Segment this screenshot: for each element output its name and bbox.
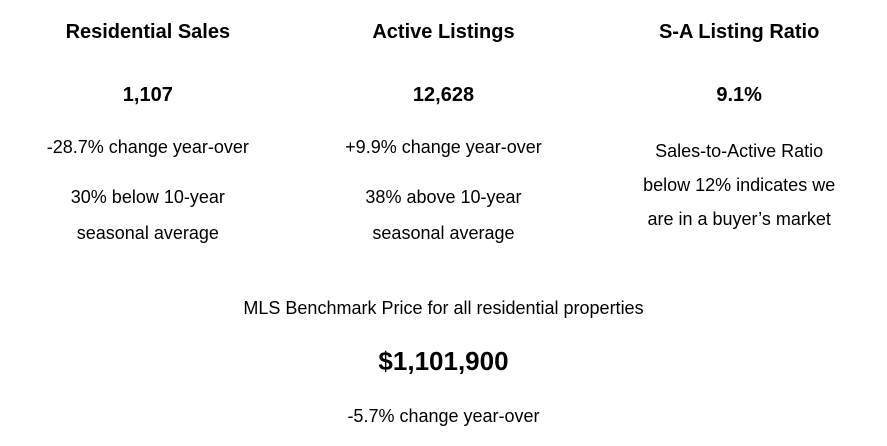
stat-card-active-listings: Active Listings 12,628 +9.9% change year… bbox=[296, 20, 592, 251]
stat-card-residential-sales: Residential Sales 1,107 -28.7% change ye… bbox=[0, 20, 296, 251]
stat-change-year-over: +9.9% change year-over bbox=[345, 137, 542, 157]
stat-title: S-A Listing Ratio bbox=[658, 21, 820, 43]
benchmark-price: $1,101,900 bbox=[378, 346, 509, 376]
benchmark-change-year-over: -5.7% change year-over bbox=[347, 406, 540, 426]
stats-row: Residential Sales 1,107 -28.7% change ye… bbox=[0, 20, 887, 251]
stat-seasonal-note: 30% below 10-year seasonal average bbox=[70, 187, 225, 243]
benchmark-section: MLS Benchmark Price for all residential … bbox=[0, 297, 887, 427]
stat-title: Active Listings bbox=[372, 21, 515, 43]
benchmark-label: MLS Benchmark Price for all residential … bbox=[243, 298, 644, 318]
stat-change-year-over: -28.7% change year-over bbox=[46, 137, 249, 157]
stat-value: 9.1% bbox=[716, 84, 762, 106]
stat-card-sa-listing-ratio: S-A Listing Ratio 9.1% Sales-to-Active R… bbox=[591, 20, 887, 251]
stat-value: 1,107 bbox=[122, 84, 173, 106]
stat-seasonal-note: 38% above 10-year seasonal average bbox=[365, 187, 522, 243]
stat-ratio-note: Sales-to-Active Ratio below 12% indicate… bbox=[643, 141, 836, 229]
stat-value: 12,628 bbox=[412, 84, 475, 106]
stat-title: Residential Sales bbox=[65, 21, 231, 43]
